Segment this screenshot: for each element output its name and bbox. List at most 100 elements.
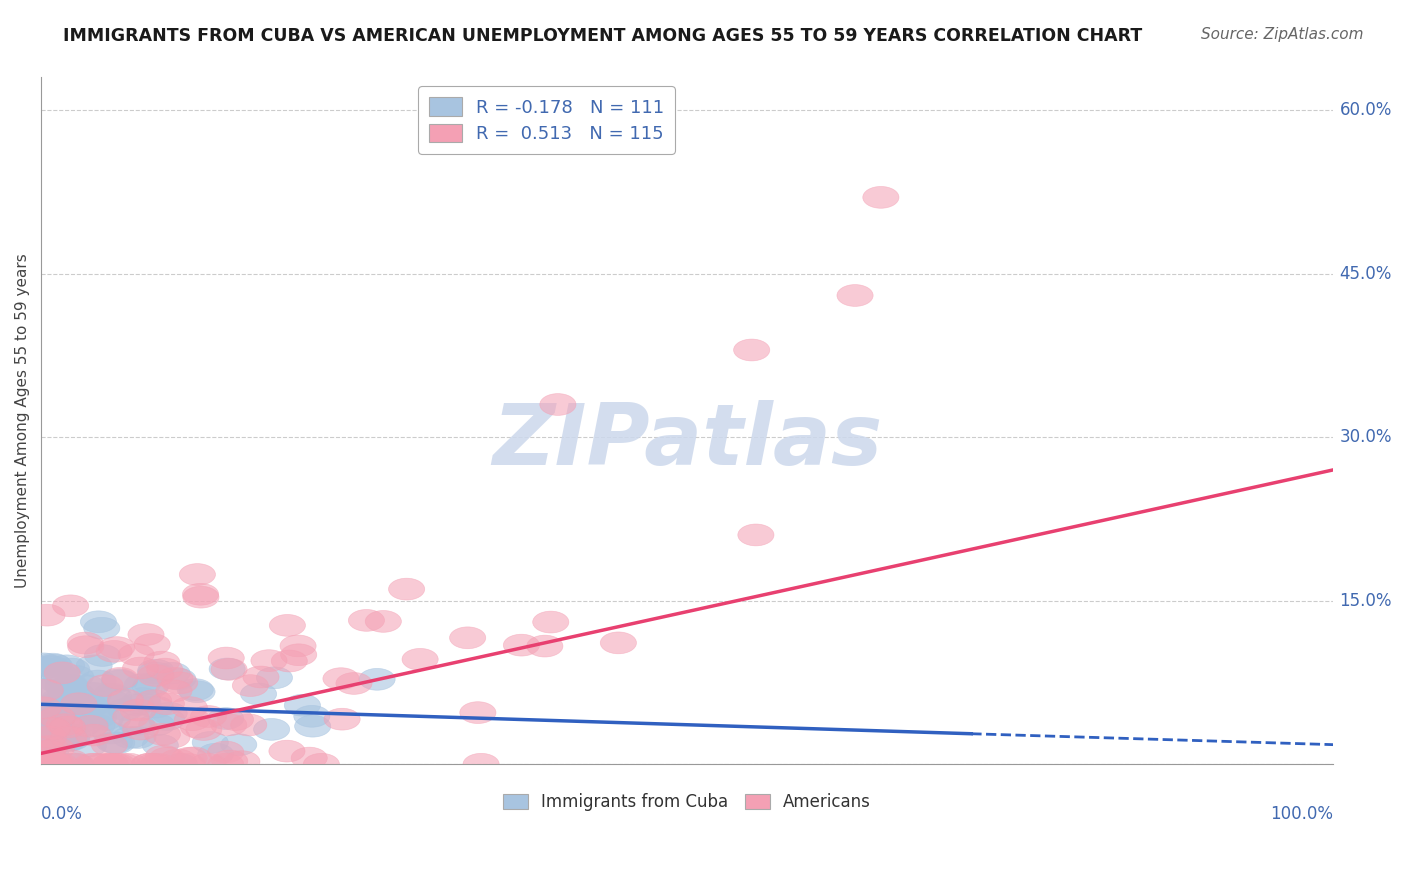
Ellipse shape [138,659,174,681]
Ellipse shape [51,726,87,748]
Ellipse shape [349,609,385,632]
Ellipse shape [79,705,114,727]
Ellipse shape [218,708,253,731]
Ellipse shape [112,726,149,748]
Ellipse shape [503,634,540,656]
Ellipse shape [34,754,70,775]
Ellipse shape [46,728,83,750]
Ellipse shape [96,685,132,706]
Ellipse shape [35,710,70,731]
Ellipse shape [67,636,104,657]
Ellipse shape [533,611,569,633]
Ellipse shape [269,740,305,762]
Ellipse shape [46,714,83,736]
Ellipse shape [388,578,425,600]
Ellipse shape [149,747,186,769]
Ellipse shape [172,697,208,718]
Ellipse shape [38,712,75,734]
Ellipse shape [243,666,278,688]
Ellipse shape [94,690,129,712]
Ellipse shape [208,647,245,669]
Ellipse shape [146,658,183,680]
Ellipse shape [35,653,70,675]
Ellipse shape [463,754,499,775]
Ellipse shape [172,747,207,769]
Ellipse shape [44,662,80,683]
Text: 45.0%: 45.0% [1340,265,1392,283]
Ellipse shape [79,714,115,736]
Ellipse shape [323,708,360,730]
Ellipse shape [186,719,222,740]
Ellipse shape [180,564,215,585]
Ellipse shape [27,712,63,733]
Ellipse shape [134,633,170,656]
Ellipse shape [211,714,247,736]
Ellipse shape [34,725,69,747]
Legend: Immigrants from Cuba, Americans: Immigrants from Cuba, Americans [496,787,877,818]
Ellipse shape [527,635,562,657]
Ellipse shape [336,673,373,694]
Ellipse shape [162,754,198,775]
Ellipse shape [41,728,76,749]
Ellipse shape [49,716,86,738]
Ellipse shape [134,673,170,695]
Ellipse shape [76,724,111,746]
Ellipse shape [124,673,160,696]
Ellipse shape [131,754,167,775]
Ellipse shape [25,731,62,752]
Ellipse shape [221,734,257,756]
Ellipse shape [128,624,165,646]
Text: Source: ZipAtlas.com: Source: ZipAtlas.com [1201,27,1364,42]
Ellipse shape [45,675,82,697]
Ellipse shape [93,754,128,775]
Ellipse shape [38,707,73,730]
Ellipse shape [190,754,226,775]
Ellipse shape [734,339,769,361]
Text: 100.0%: 100.0% [1270,805,1333,823]
Ellipse shape [190,706,226,727]
Ellipse shape [73,696,108,717]
Ellipse shape [39,671,75,692]
Ellipse shape [32,700,67,722]
Ellipse shape [94,683,129,705]
Ellipse shape [136,754,173,775]
Ellipse shape [256,667,292,689]
Ellipse shape [280,635,316,657]
Y-axis label: Unemployment Among Ages 55 to 59 years: Unemployment Among Ages 55 to 59 years [15,253,30,588]
Ellipse shape [53,658,90,680]
Ellipse shape [122,657,159,679]
Ellipse shape [323,668,359,690]
Ellipse shape [96,754,132,775]
Ellipse shape [66,697,103,719]
Ellipse shape [31,737,67,758]
Ellipse shape [67,693,103,714]
Ellipse shape [52,698,89,720]
Ellipse shape [49,655,84,677]
Ellipse shape [174,709,211,731]
Ellipse shape [162,672,198,694]
Ellipse shape [51,685,87,706]
Ellipse shape [180,716,217,738]
Ellipse shape [28,709,63,731]
Ellipse shape [49,700,86,722]
Ellipse shape [104,754,141,775]
Ellipse shape [138,662,173,684]
Ellipse shape [39,709,75,731]
Ellipse shape [295,715,330,737]
Ellipse shape [294,706,330,727]
Ellipse shape [118,644,155,665]
Ellipse shape [80,706,117,728]
Ellipse shape [138,665,174,686]
Ellipse shape [143,651,180,673]
Ellipse shape [208,741,243,763]
Ellipse shape [231,714,267,736]
Text: 0.0%: 0.0% [41,805,83,823]
Ellipse shape [120,699,156,721]
Ellipse shape [38,738,75,759]
Ellipse shape [37,693,72,715]
Ellipse shape [208,754,243,775]
Ellipse shape [118,714,155,735]
Ellipse shape [135,690,172,712]
Ellipse shape [176,747,212,769]
Ellipse shape [120,727,156,748]
